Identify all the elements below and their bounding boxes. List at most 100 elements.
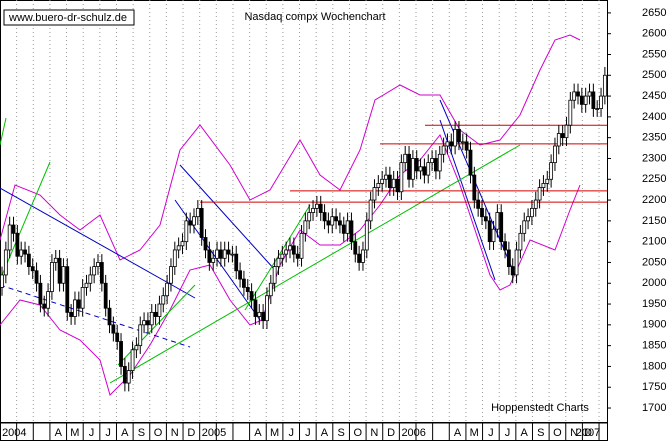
blue-trendline-dashed xyxy=(0,284,191,348)
candles xyxy=(0,66,607,392)
candle-body xyxy=(99,262,104,284)
candle-body xyxy=(265,295,269,322)
lower-band xyxy=(0,134,581,396)
candle-body xyxy=(34,270,39,284)
candle-body xyxy=(218,249,223,259)
x-tick-label: 2006 xyxy=(401,427,425,439)
x-tick-label: A xyxy=(321,427,329,439)
blue-trendline xyxy=(0,187,196,299)
candle-body xyxy=(468,149,473,176)
candle-body xyxy=(384,174,388,180)
x-tick-label: D xyxy=(187,427,195,439)
candle-body xyxy=(472,174,477,201)
candle-body xyxy=(215,249,219,259)
candle-body xyxy=(414,158,419,172)
candle-body xyxy=(272,266,277,284)
candle-body xyxy=(518,232,523,251)
candle-body xyxy=(430,158,434,164)
candle-body xyxy=(284,249,289,255)
y-tick-label: 2500 xyxy=(642,69,666,81)
source: www.buero-dr-schulz.de xyxy=(8,12,127,24)
y-tick-label: 1900 xyxy=(642,319,666,331)
candle-body xyxy=(268,282,273,297)
y-tick-label: 2250 xyxy=(642,173,666,185)
candle-body xyxy=(533,199,538,209)
candle-body xyxy=(583,95,588,105)
candle-body xyxy=(38,282,43,305)
candle-body xyxy=(307,212,312,222)
candle-body xyxy=(295,253,300,259)
candle-body xyxy=(560,133,565,139)
x-tick-label: M xyxy=(270,427,279,439)
candle-body xyxy=(568,99,573,126)
candle-body xyxy=(499,212,504,243)
candle-body xyxy=(146,320,150,326)
x-tick-label: D xyxy=(387,427,395,439)
x-tick-label: N xyxy=(171,427,179,439)
candle-body xyxy=(84,282,89,288)
candle-body xyxy=(422,166,427,176)
candle-body xyxy=(556,133,561,147)
candle-body xyxy=(88,274,93,284)
candle-body xyxy=(453,128,458,147)
candle-body xyxy=(587,91,592,97)
x-tick-label: J xyxy=(305,427,311,439)
candle-body xyxy=(76,299,81,309)
candle-body xyxy=(364,220,369,251)
candle-body xyxy=(234,253,239,272)
candle-body xyxy=(280,253,285,259)
candle-body xyxy=(376,183,381,188)
y-tick-label: 1950 xyxy=(642,298,666,310)
x-tick-label: 2004 xyxy=(2,427,26,439)
upper-band xyxy=(0,34,581,261)
candle-body xyxy=(449,141,454,147)
candle-body xyxy=(26,253,31,268)
candle-body xyxy=(61,266,66,284)
candle-body xyxy=(226,249,231,255)
y-tick-label: 2600 xyxy=(642,28,666,40)
candle-body xyxy=(126,370,131,384)
candle-body xyxy=(399,162,404,193)
candle-body xyxy=(361,249,365,263)
candle-body xyxy=(207,249,212,263)
candle-body xyxy=(480,207,484,218)
candle-body xyxy=(69,311,74,317)
x-tick-label: M xyxy=(470,427,479,439)
candle-body xyxy=(349,220,354,243)
candle-body xyxy=(73,299,77,317)
candle-body xyxy=(591,91,596,109)
blue-trendline xyxy=(179,164,276,271)
candle-body xyxy=(303,220,308,234)
green-trendline xyxy=(0,117,7,146)
candle-body xyxy=(579,95,584,105)
candle-body xyxy=(15,232,20,257)
x-tick-label: S xyxy=(138,427,145,439)
candle-body xyxy=(130,349,135,371)
candle-body xyxy=(330,216,335,226)
x-tick-label: A xyxy=(121,427,129,439)
candle-body xyxy=(230,253,235,256)
candle-body xyxy=(257,311,262,317)
x-tick-label: 2007 xyxy=(576,427,600,439)
credit: Hoppenstedt Charts xyxy=(491,402,589,414)
y-tick-label: 1750 xyxy=(642,381,666,393)
y-tick-label: 2200 xyxy=(642,194,666,206)
candle-body xyxy=(380,178,385,184)
candle-body xyxy=(192,216,196,226)
x-tick-label: A xyxy=(454,427,462,439)
candle-body xyxy=(418,166,423,172)
candle-body xyxy=(23,249,27,255)
y-tick-label: 2150 xyxy=(642,215,666,227)
x-tick-label: D xyxy=(584,427,592,439)
x-tick-label: J xyxy=(105,427,111,439)
candle-body xyxy=(314,203,319,209)
x-tick-label: O xyxy=(553,427,562,439)
candle-body xyxy=(96,262,100,268)
candle-body xyxy=(487,220,492,243)
x-tick-label: J xyxy=(505,427,511,439)
candle-body xyxy=(142,320,146,326)
candle-body xyxy=(341,224,346,234)
x-tick-label: J xyxy=(288,427,294,439)
candle-body xyxy=(291,245,296,255)
